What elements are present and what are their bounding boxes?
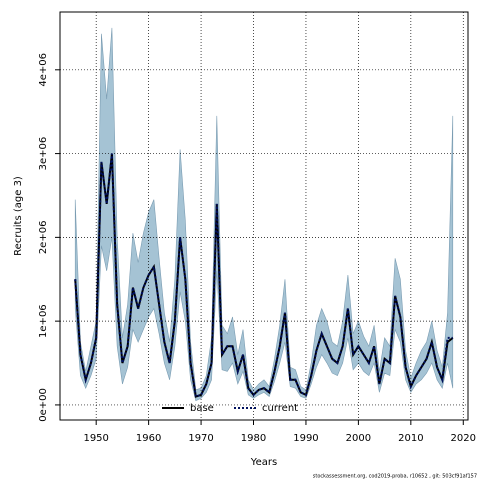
- footer: stockassessment.org, cod2019-proba, r106…: [313, 474, 477, 480]
- x-tick-label: 1990: [293, 433, 318, 444]
- confidence-band: [74, 27, 454, 402]
- y-tick-label: 4e+06: [38, 53, 49, 87]
- x-tick-label: 2010: [398, 433, 423, 444]
- x-tick-label: 1970: [188, 433, 213, 444]
- y-tick-label: 1e+06: [38, 304, 49, 338]
- plot-frame: [59, 11, 469, 421]
- series-line: [74, 153, 453, 398]
- y-tick-label: 2e+06: [38, 221, 49, 255]
- x-tick-label: 1960: [136, 433, 161, 444]
- x-tick-label: 2000: [346, 433, 371, 444]
- x-tick-label: 2020: [451, 433, 476, 444]
- x-tick-label: 1950: [83, 433, 108, 444]
- y-tick-label: 3e+06: [38, 137, 49, 171]
- legend-label: base: [190, 403, 214, 414]
- y-tick-label: 0e+00: [38, 388, 49, 422]
- x-tick-label: 1980: [241, 433, 266, 444]
- legend-label: current: [262, 403, 298, 414]
- y-axis-label: Recruits (age 3): [13, 176, 24, 256]
- x-axis-label: Years: [250, 457, 277, 468]
